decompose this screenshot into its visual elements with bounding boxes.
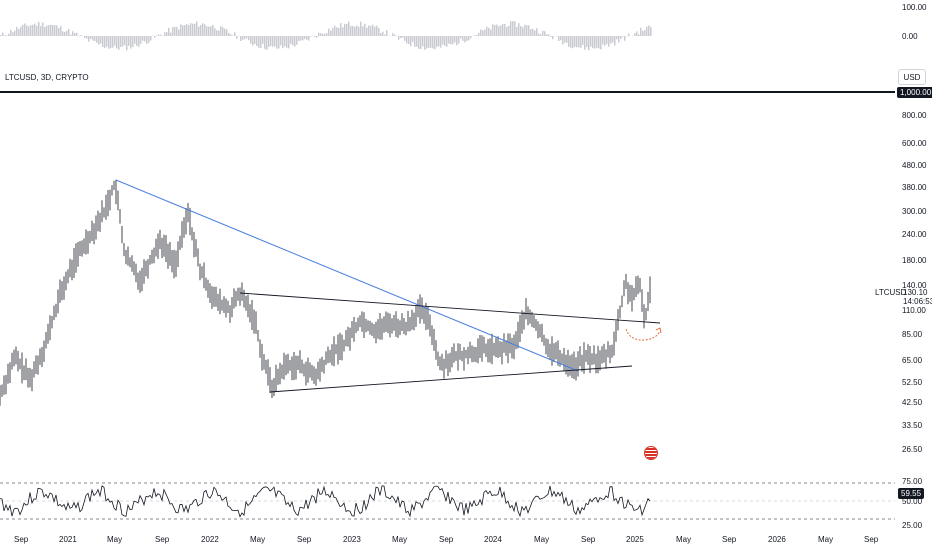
time-axis-label: Sep xyxy=(14,535,29,544)
time-axis-label: May xyxy=(676,535,692,544)
pane-divider[interactable] xyxy=(0,91,895,93)
top-indicator-level-100: 100.00 xyxy=(902,3,927,12)
time-axis-label: 2024 xyxy=(484,535,502,544)
lower-triangle-line[interactable] xyxy=(269,365,633,393)
rsi-level-50: 50.00 xyxy=(902,497,923,506)
price-scale-label: 480.00 xyxy=(902,161,927,170)
upper-triangle-line[interactable] xyxy=(239,292,661,324)
projection-arrowhead xyxy=(655,327,662,334)
price-scale-label: 65.00 xyxy=(902,356,923,365)
time-axis-label: May xyxy=(250,535,266,544)
top-indicator-level-0: 0.00 xyxy=(902,32,918,41)
time-axis-label: May xyxy=(818,535,834,544)
price-scale-label: 26.50 xyxy=(902,445,923,454)
rsi-level-25: 25.00 xyxy=(902,521,923,530)
us-flag-icon[interactable] xyxy=(644,446,658,460)
price-scale-label: 300.00 xyxy=(902,207,927,216)
price-badge: 1,000.00 xyxy=(897,87,932,98)
time-axis-label: 2026 xyxy=(768,535,786,544)
last-price-countdown: 14:06:53 xyxy=(903,297,932,306)
main-price-chart[interactable] xyxy=(0,95,895,470)
time-axis-label: 2021 xyxy=(59,535,77,544)
rsi-current-badge: 59.55 xyxy=(898,488,925,499)
time-axis-label: May xyxy=(107,535,123,544)
currency-button[interactable]: USD xyxy=(898,69,926,85)
time-axis-label: 2025 xyxy=(626,535,644,544)
price-scale-label: 85.00 xyxy=(902,330,923,339)
price-scale-label: 600.00 xyxy=(902,139,927,148)
time-axis-label: May xyxy=(392,535,408,544)
price-scale-label: 42.50 xyxy=(902,398,923,407)
blue-trendline[interactable] xyxy=(115,179,579,372)
price-scale-label: 33.50 xyxy=(902,421,923,430)
time-axis-label: Sep xyxy=(439,535,454,544)
last-price-value: 130.10 xyxy=(903,288,928,297)
time-axis-label: Sep xyxy=(581,535,596,544)
time-axis-label: May xyxy=(534,535,550,544)
rsi-line xyxy=(0,485,651,518)
top-indicator-pane xyxy=(0,21,652,51)
price-scale-label: 140.00 xyxy=(902,281,927,290)
time-axis-label: Sep xyxy=(722,535,737,544)
time-axis-label: 2022 xyxy=(201,535,219,544)
time-axis-label: Sep xyxy=(864,535,879,544)
rsi-pane[interactable] xyxy=(0,470,895,530)
price-scale-label: 800.00 xyxy=(902,111,927,120)
time-axis-label: Sep xyxy=(155,535,170,544)
time-axis-label: 2023 xyxy=(343,535,361,544)
top-indicator-histogram xyxy=(0,21,652,51)
last-price-symbol: LTCUSD xyxy=(875,288,907,297)
price-scale-label: 240.00 xyxy=(902,230,927,239)
time-axis-label: Sep xyxy=(297,535,312,544)
price-scale-label: 52.50 xyxy=(902,378,923,387)
price-scale-label: 380.00 xyxy=(902,183,927,192)
symbol-label[interactable]: LTCUSD, 3D, CRYPTO xyxy=(5,73,89,82)
price-scale-label: 110.00 xyxy=(902,306,926,315)
rsi-level-75: 75.00 xyxy=(902,477,923,486)
price-scale-label: 180.00 xyxy=(902,256,927,265)
projection-arrow[interactable] xyxy=(625,328,661,341)
candles xyxy=(0,179,651,406)
